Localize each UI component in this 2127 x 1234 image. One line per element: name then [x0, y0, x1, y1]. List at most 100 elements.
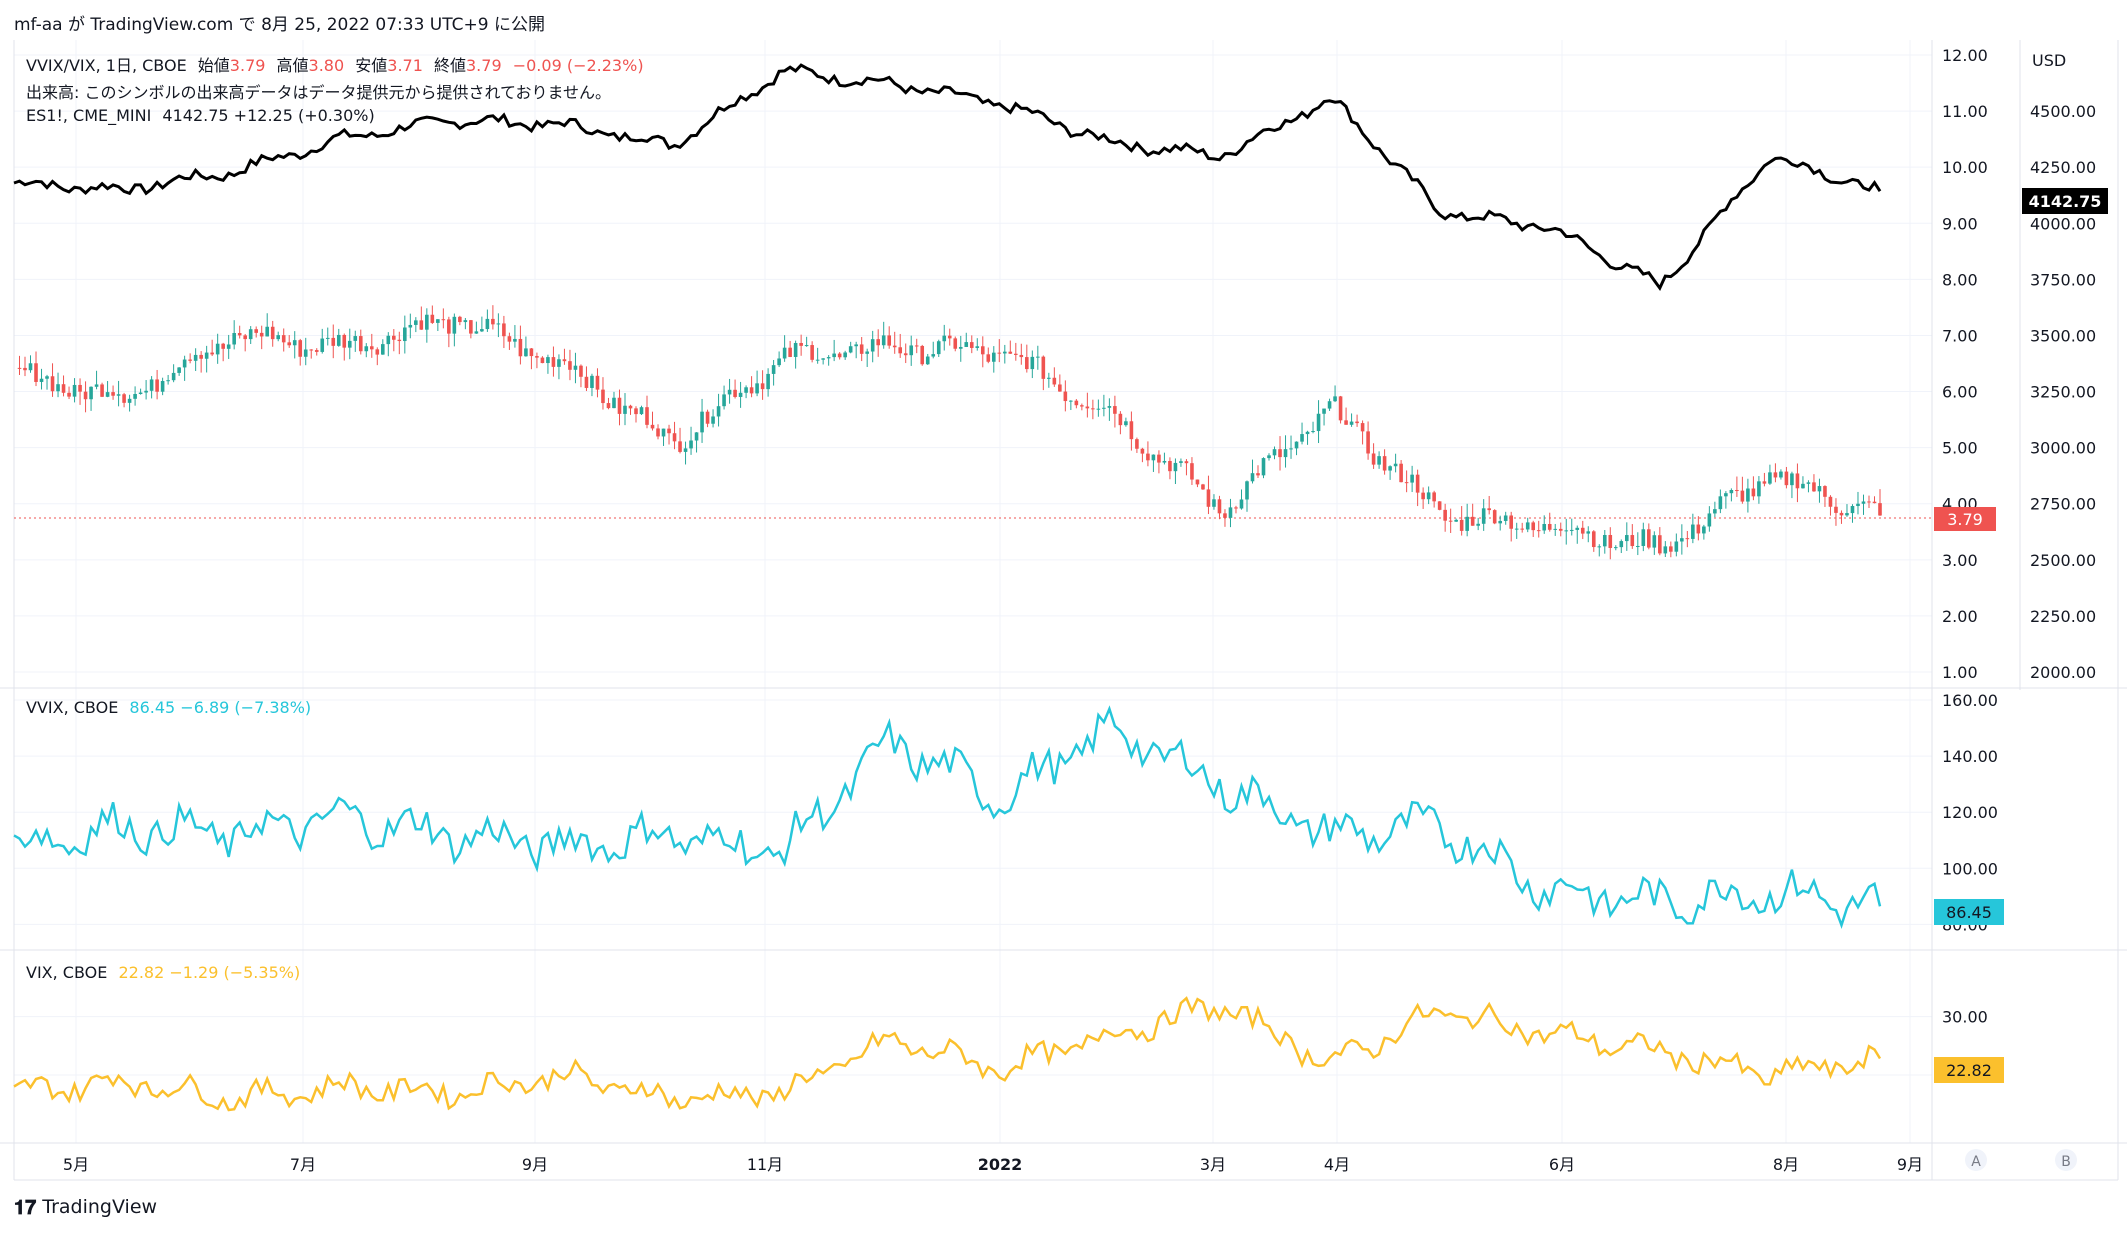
candle-body: [1619, 541, 1624, 548]
candle-body: [1278, 449, 1282, 458]
candle-body: [1613, 547, 1618, 549]
candle-body: [452, 316, 457, 334]
candle-body: [1790, 473, 1794, 486]
candle-body: [1470, 516, 1475, 526]
es-legend: ES1!, CME_MINI 4142.75 +12.25 (+0.30%): [26, 106, 381, 125]
y-left-tick: 8.00: [1942, 270, 1978, 289]
candle-body: [425, 314, 429, 330]
candle-body: [72, 384, 77, 397]
tradingview-logo[interactable]: 𝟏𝟕 TradingView: [14, 1195, 157, 1219]
candle-body: [1316, 413, 1321, 432]
candle-body: [1002, 351, 1007, 354]
es-symbol[interactable]: ES1!, CME_MINI: [26, 106, 152, 125]
candle-body: [1492, 510, 1497, 524]
candle-body: [1487, 508, 1491, 511]
candle-body: [1718, 496, 1723, 510]
candle-body: [1465, 516, 1469, 531]
svg-text:3.79: 3.79: [1947, 510, 1983, 529]
vvix-symbol[interactable]: VVIX, CBOE: [26, 698, 119, 717]
candle-body: [997, 352, 1002, 354]
candle-body: [1602, 534, 1607, 547]
candle-body: [204, 352, 209, 359]
x-tick: 11月: [747, 1155, 783, 1174]
button-a[interactable]: A: [1965, 1149, 1987, 1171]
candle-body: [848, 346, 853, 353]
vix-last-badge: 22.82: [1934, 1057, 2004, 1083]
candle-body: [226, 344, 231, 349]
vvix-tick: 160.00: [1942, 691, 1998, 710]
candle-body: [568, 361, 572, 370]
candle-body: [358, 336, 363, 352]
candle-body: [1454, 519, 1458, 522]
candle-body: [1547, 523, 1552, 530]
candle-body: [369, 346, 374, 350]
candle-body: [1250, 473, 1255, 482]
candle-body: [1014, 353, 1018, 355]
candle-body: [1828, 496, 1833, 507]
candle-body: [507, 336, 512, 342]
candle-body: [749, 387, 754, 394]
pane1-symbol[interactable]: VVIX/VIX, 1日, CBOE: [26, 56, 187, 75]
candle-body: [480, 329, 484, 332]
candle-body: [804, 345, 809, 347]
candle-body: [1371, 453, 1376, 465]
candle-body: [149, 379, 154, 391]
candle-body: [320, 338, 325, 352]
brand-name: TradingView: [42, 1196, 158, 1218]
candle-body: [1729, 490, 1734, 494]
candle-body: [843, 352, 847, 358]
x-tick: 6月: [1549, 1155, 1575, 1174]
candle-body: [1223, 513, 1227, 518]
candle-body: [1041, 356, 1046, 379]
candle-body: [1498, 520, 1502, 524]
es1-line: [13, 63, 1882, 292]
candle-body: [254, 329, 258, 333]
candle-body: [1795, 473, 1800, 489]
candle-body: [133, 393, 137, 399]
candle-body: [573, 365, 578, 370]
candle-body: [1834, 506, 1838, 513]
candle-body: [1426, 492, 1431, 500]
button-b[interactable]: B: [2055, 1149, 2077, 1171]
candle-body: [1404, 482, 1409, 484]
candle-body: [144, 390, 148, 393]
candle-body: [661, 428, 666, 437]
vix-line: [13, 996, 1882, 1112]
candle-body: [1437, 501, 1442, 510]
candle-body: [1399, 463, 1403, 483]
candle-body: [105, 392, 110, 397]
candle-body: [502, 323, 506, 337]
svg-text:A: A: [1971, 1154, 1981, 1170]
candle-body: [1658, 535, 1662, 554]
pane2-legend: VVIX, CBOE 86.45 −6.89 (−7.38%): [26, 698, 317, 717]
x-tick: 5月: [63, 1155, 89, 1174]
candle-body: [914, 345, 919, 347]
candle-body: [1751, 488, 1756, 497]
pane-separators: [0, 40, 2127, 1181]
candle-body: [1239, 499, 1244, 509]
candle-body: [1355, 421, 1359, 424]
candle-body: [1569, 529, 1574, 531]
candle-body: [50, 376, 55, 392]
candle-body: [1069, 400, 1073, 402]
candle-body: [210, 352, 214, 355]
candle-body: [1674, 541, 1679, 552]
vix-symbol[interactable]: VIX, CBOE: [26, 963, 108, 982]
candle-body: [78, 384, 82, 392]
candle-body: [122, 394, 126, 403]
candle-body: [980, 346, 985, 355]
candle-body: [1861, 501, 1866, 504]
candle-body: [342, 334, 347, 348]
candle-body: [705, 411, 710, 424]
candle-body: [887, 335, 892, 346]
candle-body: [276, 335, 281, 340]
candle-body: [61, 384, 66, 393]
candle-body: [1217, 499, 1222, 514]
candle-body: [375, 349, 380, 355]
low-label: 安値: [355, 56, 388, 75]
candle-body: [1058, 384, 1062, 392]
candle-body: [1784, 471, 1789, 486]
y-right-tick: 3500.00: [2030, 326, 2096, 345]
candle-body: [1553, 528, 1558, 530]
